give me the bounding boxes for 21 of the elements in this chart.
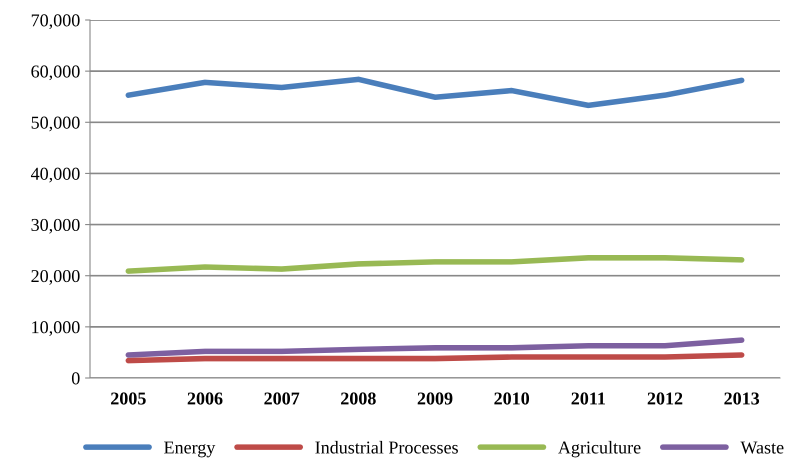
y-tick-label: 40,000 [30,168,80,182]
legend-label: Waste [740,442,784,454]
x-tick-label: 2007 [264,392,300,405]
x-tick-label: 2005 [111,392,146,405]
x-tick-label: 2012 [648,392,682,405]
x-tick-label: 2008 [341,392,376,405]
x-tick-label: 2006 [188,392,223,405]
x-tick-label: 2010 [494,392,530,405]
y-tick-label: 70,000 [32,14,80,30]
y-tick-label: 30,000 [31,218,80,234]
legend-label: Industrial Processes [315,440,458,454]
y-tick-label: 0 [72,372,80,384]
x-tick-label: 2009 [418,392,452,405]
y-tick-label: 10,000 [32,321,80,336]
x-tick-label: 2013 [724,392,760,405]
y-tick-label: 50,000 [32,116,80,132]
y-tick-label: 20,000 [31,270,80,285]
legend-label: Energy [164,442,216,458]
x-tick-label: 2011 [572,392,605,405]
y-tick-label: 60,000 [31,65,80,80]
legend-label: Agriculture [558,440,640,458]
